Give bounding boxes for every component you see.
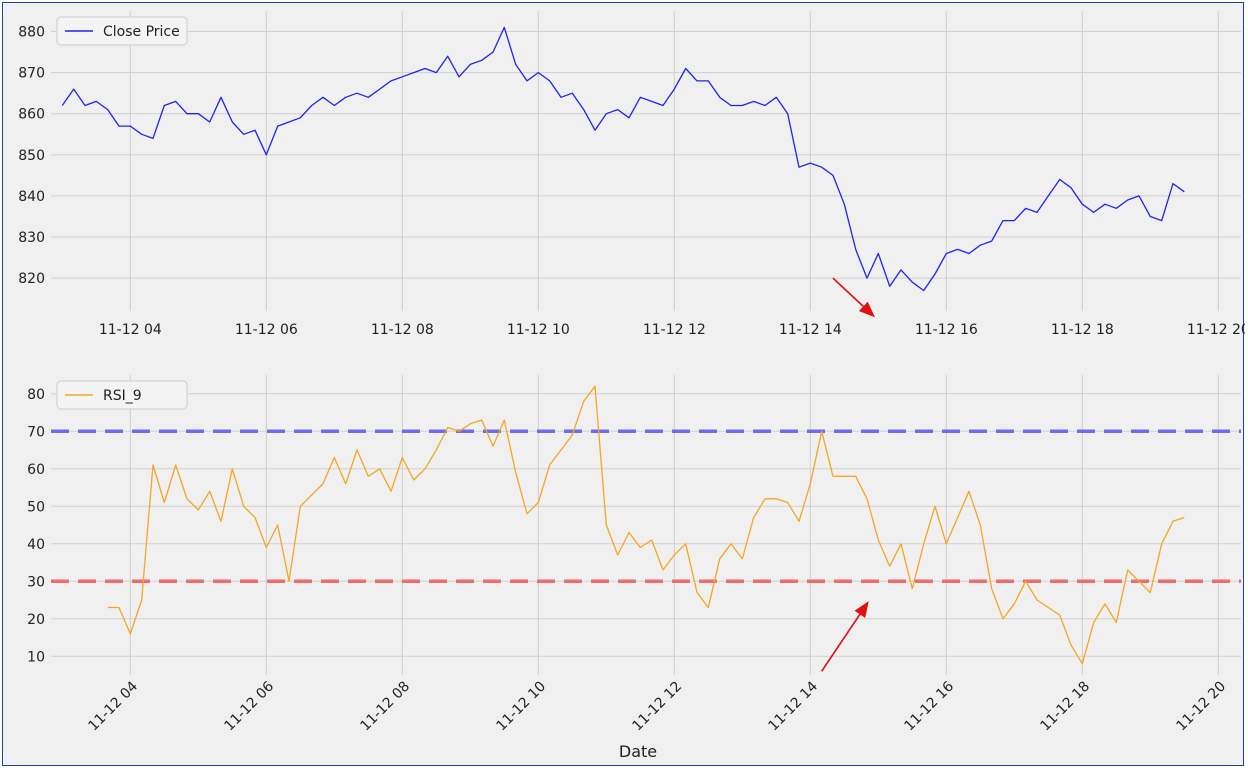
y-tick-label: 850 [18,148,45,164]
legend: RSI_9 [56,380,188,410]
y-tick-label: 20 [27,612,45,628]
x-tick-label: 11-12 08 [371,322,434,338]
y-tick-label: 40 [27,537,45,553]
legend-box [56,16,188,46]
legend-label: Close Price [103,24,180,40]
y-tick-label: 830 [18,230,45,246]
y-tick-label: 820 [18,271,45,287]
x-tick-label: 11-12 04 [85,678,141,734]
y-tick-label: 880 [18,25,45,41]
y-tick-label: 10 [27,649,45,665]
x-axis-label: Date [619,742,657,761]
x-tick-label: 11-12 06 [221,678,277,734]
x-tick-label: 11-12 10 [493,679,549,735]
legend-label: RSI_9 [103,388,142,404]
x-tick-label: 11-12 16 [901,678,957,734]
price-panel: 11-12 04 11-12 06 11-12 08 11-12 10 11-12 12… [18,11,1245,338]
y-tick-label: 870 [18,66,45,82]
x-tick-label: 11-12 12 [643,322,706,338]
y-tick-label: 30 [27,574,45,590]
y-tick-label: 50 [27,499,45,515]
x-tick-label: 11-12 18 [1051,322,1114,338]
x-tick-label: 11-12 04 [99,322,162,338]
x-tick-label: 11-12 16 [915,322,978,338]
y-tick-label: 80 [27,387,45,403]
y-tick-label: 840 [18,189,45,205]
rsi-panel: 11-12 04 11-12 06 11-12 08 11-12 10 11-12 12… [27,375,1241,734]
x-tick-label: 11-12 10 [507,322,570,338]
x-tick-label: 11-12 12 [629,679,685,735]
x-tick-label: 11-12 20 [1173,679,1229,735]
x-tick-label: 11-12 06 [235,322,298,338]
x-tick-label: 11-12 14 [779,322,842,338]
y-tick-label: 70 [27,424,45,440]
y-tick-label: 60 [27,462,45,478]
chart-canvas: 11-12 04 11-12 06 11-12 08 11-12 10 11-12 12… [18,11,1245,761]
x-tick-label: 11-12 20 [1187,322,1245,338]
annotation-arrow [832,277,876,318]
legend-box [56,380,188,410]
y-tick-label: 860 [18,107,45,123]
x-tick-label: 11-12 18 [1037,679,1093,735]
x-tick-label: 11-12 14 [765,678,821,734]
legend: Close Price [56,16,188,46]
x-tick-label: 11-12 08 [357,679,413,735]
annotation-arrow [821,601,869,672]
series-line-close-price [61,26,1185,292]
series-line-rsi-9 [107,385,1185,665]
